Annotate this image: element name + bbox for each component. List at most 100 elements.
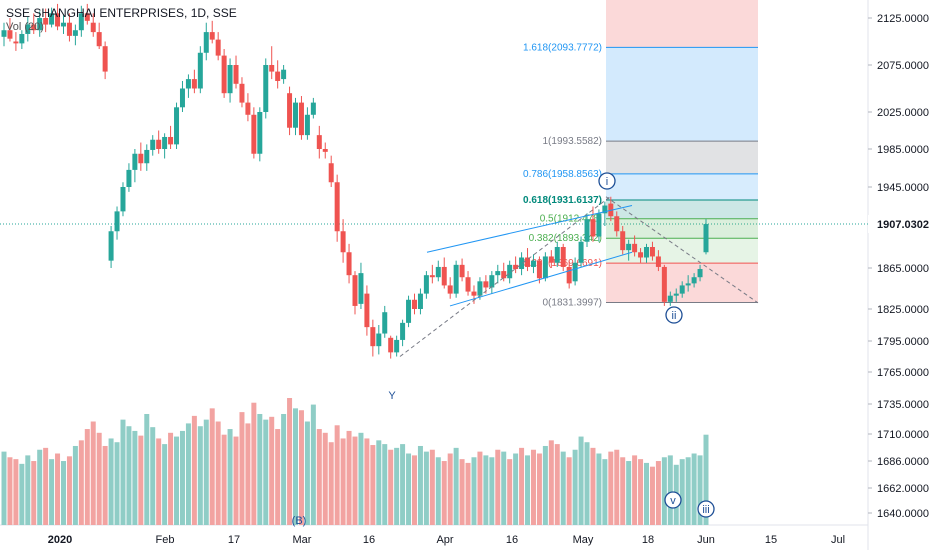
candle-body [90, 22, 96, 33]
volume-bar [72, 445, 78, 525]
y-tick-label: 2025.0000 [877, 107, 929, 119]
trend-lines [399, 196, 759, 357]
candle-body [602, 205, 608, 214]
volume-bar [691, 453, 697, 525]
volume-bar [471, 457, 477, 525]
volume-bar [352, 436, 358, 525]
volume-bar [316, 429, 322, 525]
candle-body [346, 252, 352, 276]
candle-body [174, 107, 180, 145]
volume-bar [608, 451, 614, 525]
candle-body [179, 88, 185, 108]
fib-level-label: 1(1993.5582) [543, 136, 603, 147]
volume-bar [626, 461, 632, 525]
candle-body [60, 22, 66, 27]
candle-body [489, 275, 495, 288]
candle-body [596, 213, 602, 237]
volume-bar [197, 426, 203, 525]
wave-label-i: i [606, 176, 608, 188]
candle-body [632, 243, 638, 253]
volume-bar [126, 426, 132, 525]
y-tick-label: 1865.0000 [877, 263, 929, 275]
candle-body [584, 219, 590, 242]
volume-bar [203, 419, 209, 525]
fib-level-label: 1.618(2093.7772) [523, 42, 602, 53]
candle-body [162, 136, 168, 149]
x-tick-label: 2020 [48, 534, 72, 546]
candle-body [304, 114, 310, 136]
axes: 2125.0000 2075.0000 2025.0000 1985.0000 1945… [48, 13, 932, 546]
fib-zone [606, 218, 758, 239]
candle-body [126, 169, 132, 187]
candle-body [19, 33, 25, 44]
x-tick-label: 16 [363, 534, 375, 546]
volume-bar [578, 436, 584, 525]
volume-bar [293, 408, 299, 525]
volume-bar [394, 447, 400, 525]
volume-bar [227, 429, 233, 525]
volume-bar [655, 461, 661, 525]
volume-bar [525, 455, 531, 525]
volume-bar [215, 421, 221, 525]
candle-body [382, 312, 388, 334]
wave-label-iii: iii [702, 504, 709, 516]
candle-body [685, 283, 691, 286]
candle-body [530, 260, 536, 267]
candle-body [667, 295, 673, 302]
volume-bar [328, 442, 334, 525]
candle-body [554, 247, 560, 263]
volume-bar [340, 438, 346, 525]
volume-bar [465, 462, 471, 525]
candle-body [269, 65, 275, 72]
candle-body [417, 293, 423, 309]
volume-bar [477, 451, 483, 525]
wave-label-iii-circle [697, 500, 715, 518]
candle-body [275, 71, 281, 81]
volume-bar [423, 451, 429, 525]
volume-bar [90, 421, 96, 525]
volume-bar [168, 432, 174, 525]
volume-bar [697, 455, 703, 525]
volume-bar [459, 459, 465, 525]
candle-body [72, 30, 78, 36]
x-tick-label: Feb [156, 534, 175, 546]
candle-body [447, 285, 453, 294]
candle-body [352, 275, 358, 306]
volume-bar [269, 416, 275, 525]
y-tick-label: 1985.0000 [877, 144, 929, 156]
volume-bars [1, 398, 709, 525]
volume-bar [620, 457, 626, 525]
volume-bar [441, 461, 447, 525]
candle-body [185, 79, 191, 89]
volume-bar [209, 408, 215, 525]
candle-body [37, 18, 43, 31]
volume-bar [108, 438, 114, 525]
candle-body [233, 65, 239, 84]
dashed-trend-line [399, 196, 611, 357]
candle-body [120, 187, 126, 212]
candle-body [132, 153, 138, 170]
candle-body [281, 69, 287, 80]
candle-body [13, 41, 19, 44]
candle-body [215, 39, 221, 56]
candle-body [507, 264, 513, 279]
volume-bar [96, 432, 102, 525]
volume-bar [495, 449, 501, 525]
volume-bar [102, 445, 108, 525]
candle-body [697, 269, 703, 278]
candle-body [394, 339, 400, 353]
candle-body [370, 327, 376, 347]
candle-body [227, 65, 233, 94]
candle-body [310, 102, 316, 115]
candle-body [590, 219, 596, 237]
y-tick-label: 1795.0000 [877, 336, 929, 348]
x-tick-label: 16 [506, 534, 518, 546]
x-tick-label: Jul [831, 534, 845, 546]
candle-body [649, 247, 655, 257]
volume-bar [66, 456, 72, 525]
volume-bar [7, 457, 13, 525]
volume-bar [489, 457, 495, 525]
candle-body [548, 256, 554, 263]
